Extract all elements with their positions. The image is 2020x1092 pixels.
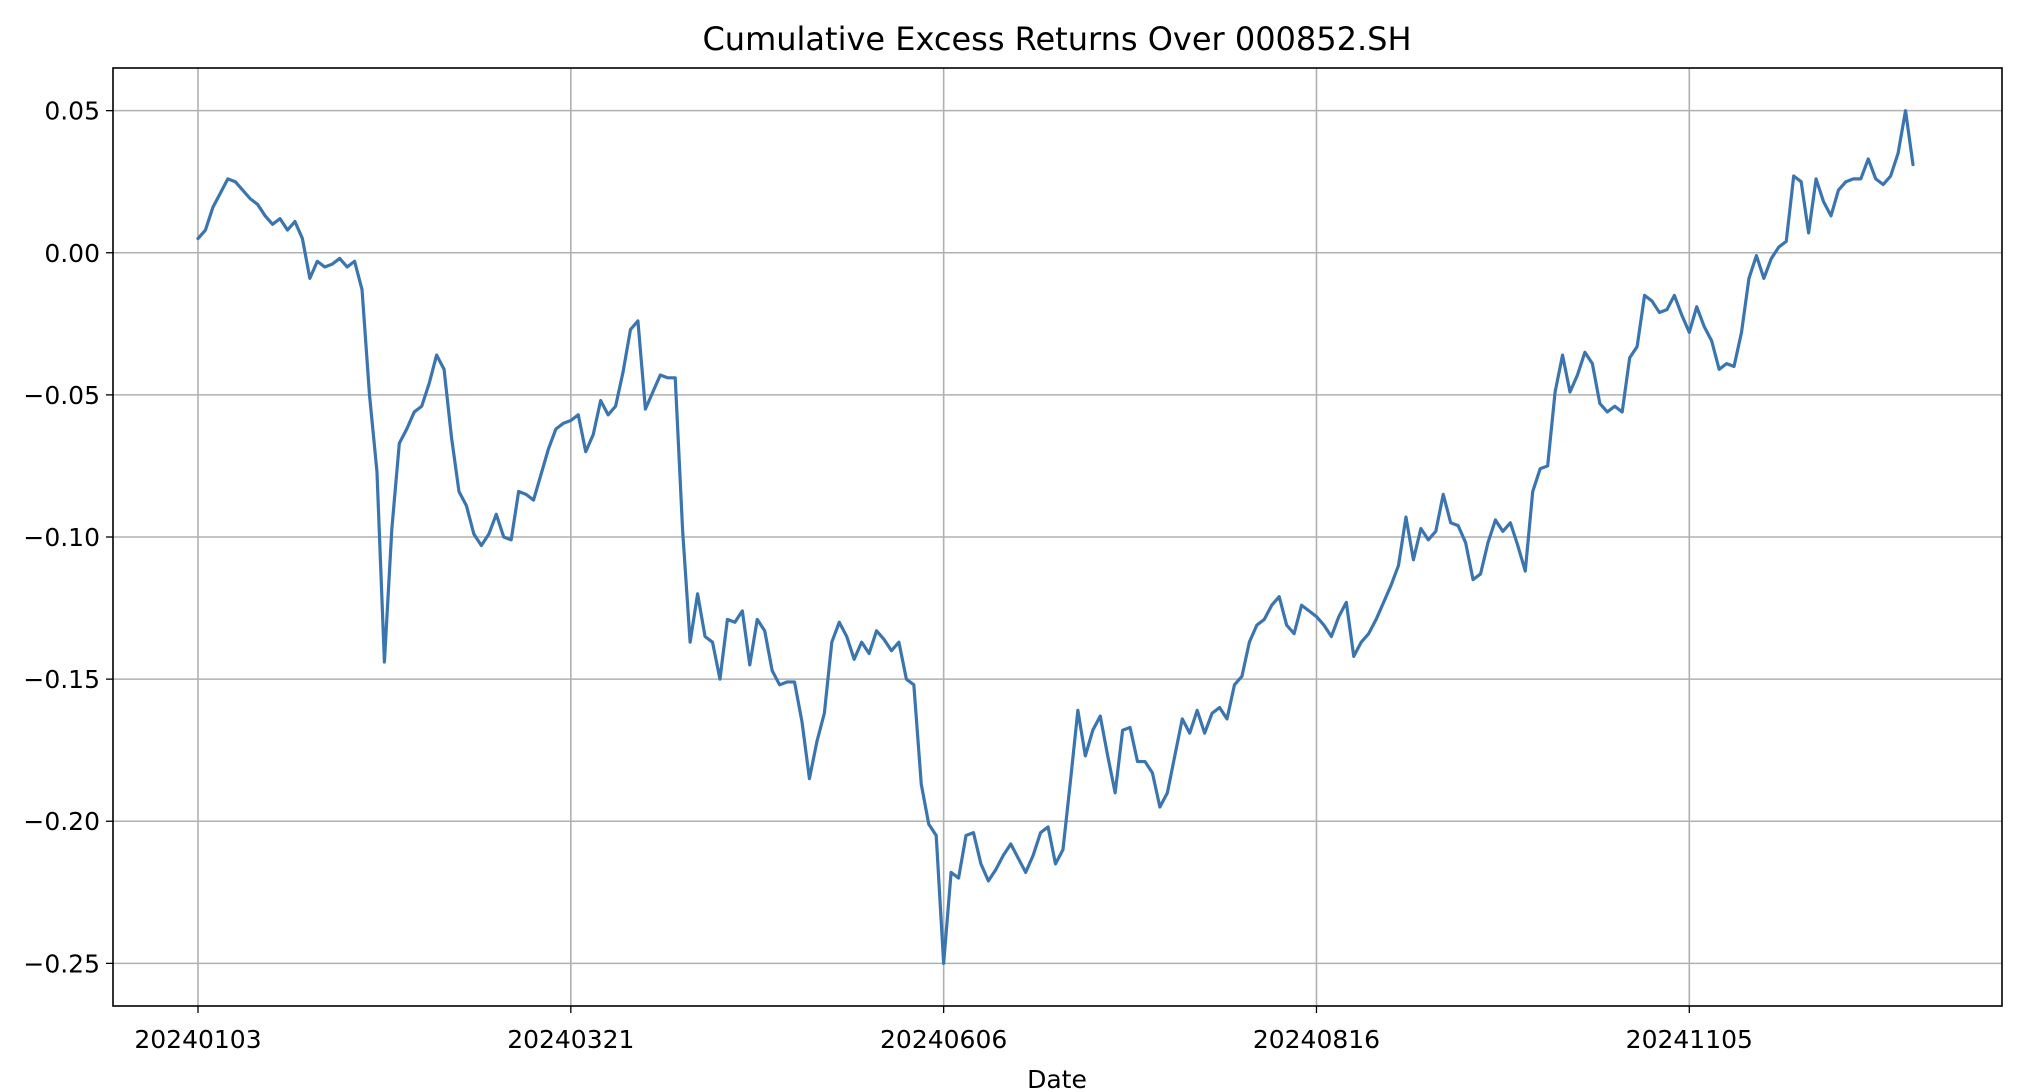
series-line-cumulative-excess-returns: [196, 109, 1915, 965]
series-layer: [196, 109, 1915, 965]
grid-lines: [113, 68, 2002, 1006]
x-tick-label: 20240321: [507, 1025, 634, 1054]
x-tick-label: 20240606: [880, 1025, 1007, 1054]
chart-title: Cumulative Excess Returns Over 000852.SH: [702, 20, 1411, 58]
x-tick-label: 20240816: [1253, 1025, 1380, 1054]
x-axis-label: Date: [1027, 1065, 1087, 1092]
plot-area-frame: [112, 67, 2003, 1007]
y-tick-label: 0.00: [44, 239, 100, 268]
x-tick-label: 20241105: [1626, 1025, 1753, 1054]
y-tick-label: −0.20: [23, 807, 100, 836]
y-tick-label: 0.05: [44, 97, 100, 126]
y-tick-label: −0.25: [23, 949, 100, 978]
y-tick-label: −0.10: [23, 523, 100, 552]
y-tick-label: −0.05: [23, 381, 100, 410]
x-tick-label: 20240103: [134, 1025, 261, 1054]
y-tick-label: −0.15: [23, 665, 100, 694]
axis-ticks: 0.05 0.00 −0.05 −0.10 −0.15 −0.20 −0.25 2024010…: [23, 97, 1753, 1054]
